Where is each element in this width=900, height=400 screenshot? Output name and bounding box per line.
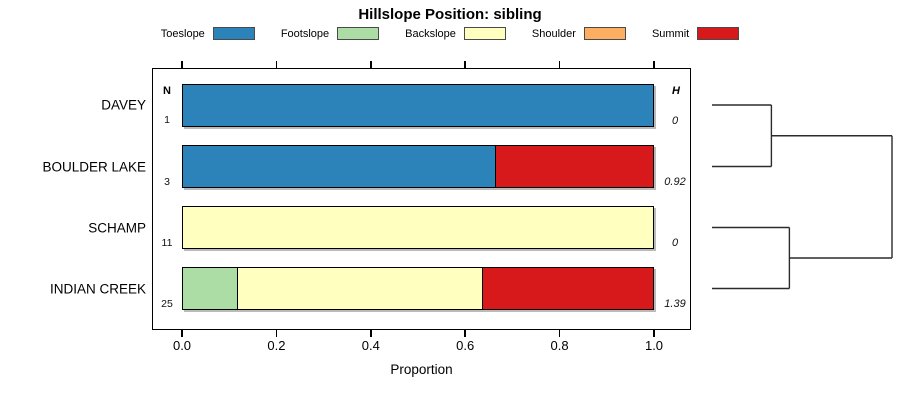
legend-entry-footslope: Footslope [280, 27, 380, 40]
n-value: 3 [164, 175, 170, 188]
axis-tick-bottom [558, 330, 561, 337]
legend-entry-backslope: Backslope [405, 27, 506, 40]
row-label-schamp: SCHAMP [88, 220, 146, 235]
axis-tick-bottom [275, 330, 278, 337]
bar-indian-creek [182, 267, 654, 310]
row-label-davey: DAVEY [101, 97, 146, 113]
legend-label: Backslope [405, 27, 456, 40]
bar-segment-summit [482, 267, 654, 310]
legend: Toeslope Footslope Backslope Shoulder Summit [29, 27, 871, 40]
axis-tick-top [370, 61, 372, 68]
h-value: 0.92 [664, 176, 686, 188]
h-value: 0 [671, 114, 679, 127]
axis-tick-bottom [370, 330, 372, 337]
h-value: 0 [671, 237, 679, 249]
n-value: 1 [164, 114, 170, 126]
legend-label: Shoulder [531, 27, 576, 40]
legend-swatch-backslope [463, 27, 506, 40]
legend-entry-toeslope: Toeslope [161, 27, 255, 40]
axis-tick-top [653, 61, 655, 68]
legend-label: Summit [651, 27, 690, 40]
n-value: 11 [161, 236, 173, 249]
bar-boulder-lake [182, 145, 654, 188]
bar-segment-summit [495, 145, 654, 188]
row-label-indian-creek: INDIAN CREEK [49, 281, 146, 296]
row-label-boulder-lake: BOULDER LAKE [42, 159, 146, 174]
chart-title: Hillslope Position: sibling [358, 6, 542, 23]
bar-davey [182, 83, 654, 127]
tick-label: 1.0 [644, 338, 664, 353]
legend-entry-summit: Summit [651, 27, 740, 40]
axis-tick-bottom [653, 330, 655, 337]
axis-tick-bottom [464, 330, 466, 337]
legend-entry-shoulder: Shoulder [532, 27, 626, 40]
bar-segment-toeslope [182, 83, 654, 127]
h-value: 1.39 [664, 298, 686, 310]
axis-tick-top [464, 61, 466, 68]
tick-label: 0.2 [267, 338, 286, 353]
axis-tick-top [181, 61, 183, 68]
tick-label: 0.8 [550, 338, 569, 353]
legend-swatch-summit [697, 27, 740, 40]
legend-swatch-toeslope [212, 27, 255, 40]
h-column-header: H [672, 85, 680, 97]
tick-label: 0.4 [361, 338, 380, 353]
bar-segment-backslope [182, 206, 654, 249]
bar-segment-toeslope [182, 145, 497, 188]
x-axis-label: Proportion [390, 362, 453, 377]
axis-tick-bottom [181, 330, 183, 337]
n-column-header: N [163, 85, 171, 97]
legend-swatch-shoulder [583, 27, 626, 40]
tick-label: 0.6 [456, 338, 475, 353]
bar-schamp [182, 206, 654, 249]
legend-swatch-footslope [337, 27, 380, 40]
tick-label: 0.0 [172, 338, 192, 353]
bar-segment-backslope [237, 267, 485, 310]
legend-label: Footslope [280, 27, 330, 40]
n-value: 25 [161, 297, 173, 310]
axis-tick-top [275, 61, 278, 68]
axis-tick-top [558, 61, 561, 68]
legend-label: Toeslope [160, 27, 205, 40]
